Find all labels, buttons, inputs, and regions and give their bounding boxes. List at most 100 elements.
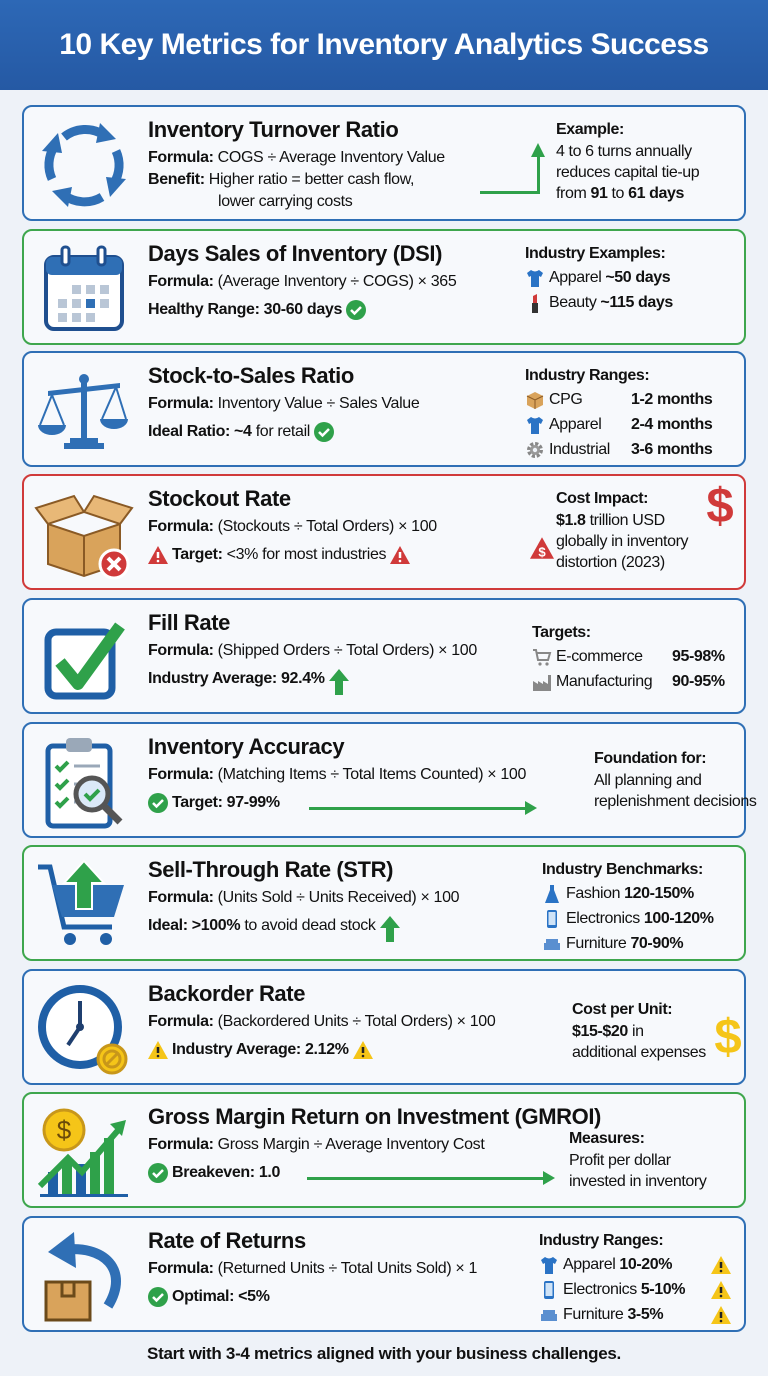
svg-text:$: $ [714, 1013, 741, 1060]
yellow-warning-icon [148, 1040, 168, 1060]
metric-side-panel: Measures: Profit per dollar invested in in… [569, 1128, 764, 1192]
red-dollar-icon: $ [704, 480, 736, 534]
metric-title: Backorder Rate [148, 981, 306, 1006]
side-item: E-commerce 95-98% [532, 644, 727, 669]
empty-box-icon [34, 484, 134, 584]
metric-side-panel: $ $ Cost Impact: $1.8 trillion USD globally … [530, 480, 751, 573]
metric-line: Optimal: <5% [148, 1286, 568, 1308]
metric-line-label: Formula: [148, 518, 214, 535]
metric-line-text: ~4 for retail [234, 423, 310, 440]
metric-side-panel: Targets: E-commerce 95-98% Manufacturing 90-… [532, 622, 727, 694]
metric-line-text: Higher ratio = better cash flow, [208, 171, 415, 188]
metric-line-label: Healthy Range: 30-60 days [148, 301, 343, 318]
side-item-label: Manufacturing [556, 673, 653, 690]
yellow-dollar-icon: $ [712, 1011, 744, 1065]
metric-title: Stockout Rate [148, 486, 291, 511]
balance-scale-icon [34, 361, 134, 461]
side-rich-segment: in [627, 1023, 644, 1040]
metric-line: Formula: (Average Inventory ÷ COGS) × 365 [148, 271, 568, 293]
side-rich-segment: 61 days [628, 185, 685, 202]
yellow-warning-icon [352, 1040, 373, 1060]
metric-title: Rate of Returns [148, 1228, 306, 1253]
phone-icon [539, 1280, 559, 1300]
side-text: globally in inventory [556, 533, 689, 550]
side-item-value: 1-2 months [631, 391, 713, 408]
metric-line-text: >100% to avoid dead stock [191, 917, 376, 934]
side-item-value: ~115 days [600, 294, 673, 311]
metric-line-label: Formula: [148, 1013, 214, 1030]
metric-card: Inventory Accuracy Formula: (Matching Item… [22, 722, 757, 838]
metric-title: Inventory Turnover Ratio [148, 117, 399, 142]
side-item-label: Apparel [549, 416, 602, 433]
side-rich-segment: trillion USD [585, 512, 666, 529]
green-up-arrow-icon [379, 916, 400, 942]
side-item-label: Electronics [566, 910, 640, 927]
metric-line-text: (Backordered Units ÷ Total Orders) × 100 [217, 1013, 496, 1030]
metric-side-panel: Industry Ranges: CPG 1-2 months Apparel 2-4 … [525, 365, 720, 462]
metric-card: Stock-to-Sales Ratio Formula: Inventory Va… [22, 351, 746, 467]
metric-line: Formula: Inventory Value ÷ Sales Value [148, 393, 568, 415]
metric-card: Sell-Through Rate (STR) Formula: (Units So… [22, 845, 746, 961]
arrowhead [531, 143, 545, 157]
side-item: Apparel 2-4 months [525, 412, 720, 437]
red-warning-icon [390, 545, 411, 565]
sofa-icon [539, 1305, 559, 1325]
metric-side-panel: Example: 4 to 6 turns annually reduces cap… [556, 119, 751, 204]
side-heading: Industry Ranges: [539, 1232, 664, 1249]
metric-main: Backorder Rate Formula: (Backordered Units… [148, 981, 568, 1061]
side-item: Manufacturing 90-95% [532, 669, 727, 694]
metric-line-label: Industry Average: 92.4% [148, 670, 325, 687]
side-item-value: 3-5% [627, 1306, 664, 1323]
side-item-label: CPG [549, 391, 583, 408]
metric-line-label: Formula: [148, 395, 214, 412]
side-rich-segment: 91 [590, 185, 608, 202]
metric-line: Industry Average: 2.12% [148, 1039, 568, 1061]
side-item: Electronics 5-10% [539, 1277, 734, 1302]
metric-line-label: Formula: [148, 273, 214, 290]
metric-main: Stock-to-Sales Ratio Formula: Inventory Va… [148, 363, 568, 443]
yellow-warning-icon [711, 1305, 731, 1325]
metric-line-text: (Average Inventory ÷ COGS) × 365 [217, 273, 457, 290]
metric-card: $ Gross Margin Return on Investment (GMRO… [22, 1092, 746, 1208]
yellow-warning-icon [711, 1280, 731, 1300]
metric-line: Formula: (Matching Items ÷ Total Items Co… [148, 764, 568, 786]
metric-line-label: Formula: [148, 149, 214, 166]
metric-line-text: (Stockouts ÷ Total Orders) × 100 [217, 518, 438, 535]
check-circle-icon [148, 1163, 168, 1183]
metric-line: lower carrying costs [148, 191, 568, 213]
side-item-value: 120-150% [624, 885, 694, 902]
cycle-arrows-icon [34, 115, 134, 215]
metric-main: Rate of Returns Formula: (Returned Units ÷… [148, 1228, 568, 1308]
metric-line-text: (Matching Items ÷ Total Items Counted) ×… [217, 766, 527, 783]
metric-line: Breakeven: 1.0 [148, 1162, 568, 1184]
metric-main: Sell-Through Rate (STR) Formula: (Units So… [148, 857, 568, 942]
side-item: Fashion 120-150% [542, 881, 737, 906]
calendar-icon [34, 239, 134, 339]
metric-line: Formula: (Shipped Orders ÷ Total Orders) … [148, 640, 568, 662]
metric-line-text: (Shipped Orders ÷ Total Orders) × 100 [217, 642, 478, 659]
side-item-value: 10-20% [619, 1256, 673, 1273]
side-item-label: E-commerce [556, 648, 643, 665]
metric-main: Days Sales of Inventory (DSI) Formula: (Av… [148, 241, 568, 321]
metric-card: Backorder Rate Formula: (Backordered Units… [22, 969, 746, 1085]
metric-line-label: Target: [172, 546, 223, 563]
side-item-label: Industrial [549, 441, 610, 458]
check-circle-icon [148, 793, 168, 813]
factory-icon [532, 672, 552, 692]
check-circle-icon [148, 1287, 168, 1307]
yellow-warning-icon [711, 1255, 731, 1275]
metric-line-label: Target: 97-99% [172, 794, 280, 811]
header-banner: 10 Key Metrics for Inventory Analytics S… [0, 0, 768, 90]
side-item-value: 90-95% [672, 673, 725, 690]
metric-line: Formula: COGS ÷ Average Inventory Value [148, 147, 568, 169]
side-item-value: 2-4 months [631, 416, 713, 433]
metric-line-text: Gross Margin ÷ Average Inventory Cost [217, 1136, 485, 1153]
side-item: Furniture 70-90% [542, 931, 737, 956]
shirt-icon [525, 415, 545, 435]
side-item-label: Beauty [549, 294, 597, 311]
svg-text:$: $ [57, 1115, 72, 1145]
lipstick-icon [525, 293, 545, 313]
check-circle-icon [346, 300, 367, 320]
metric-line-label: Formula: [148, 889, 214, 906]
cart-icon [532, 647, 552, 667]
